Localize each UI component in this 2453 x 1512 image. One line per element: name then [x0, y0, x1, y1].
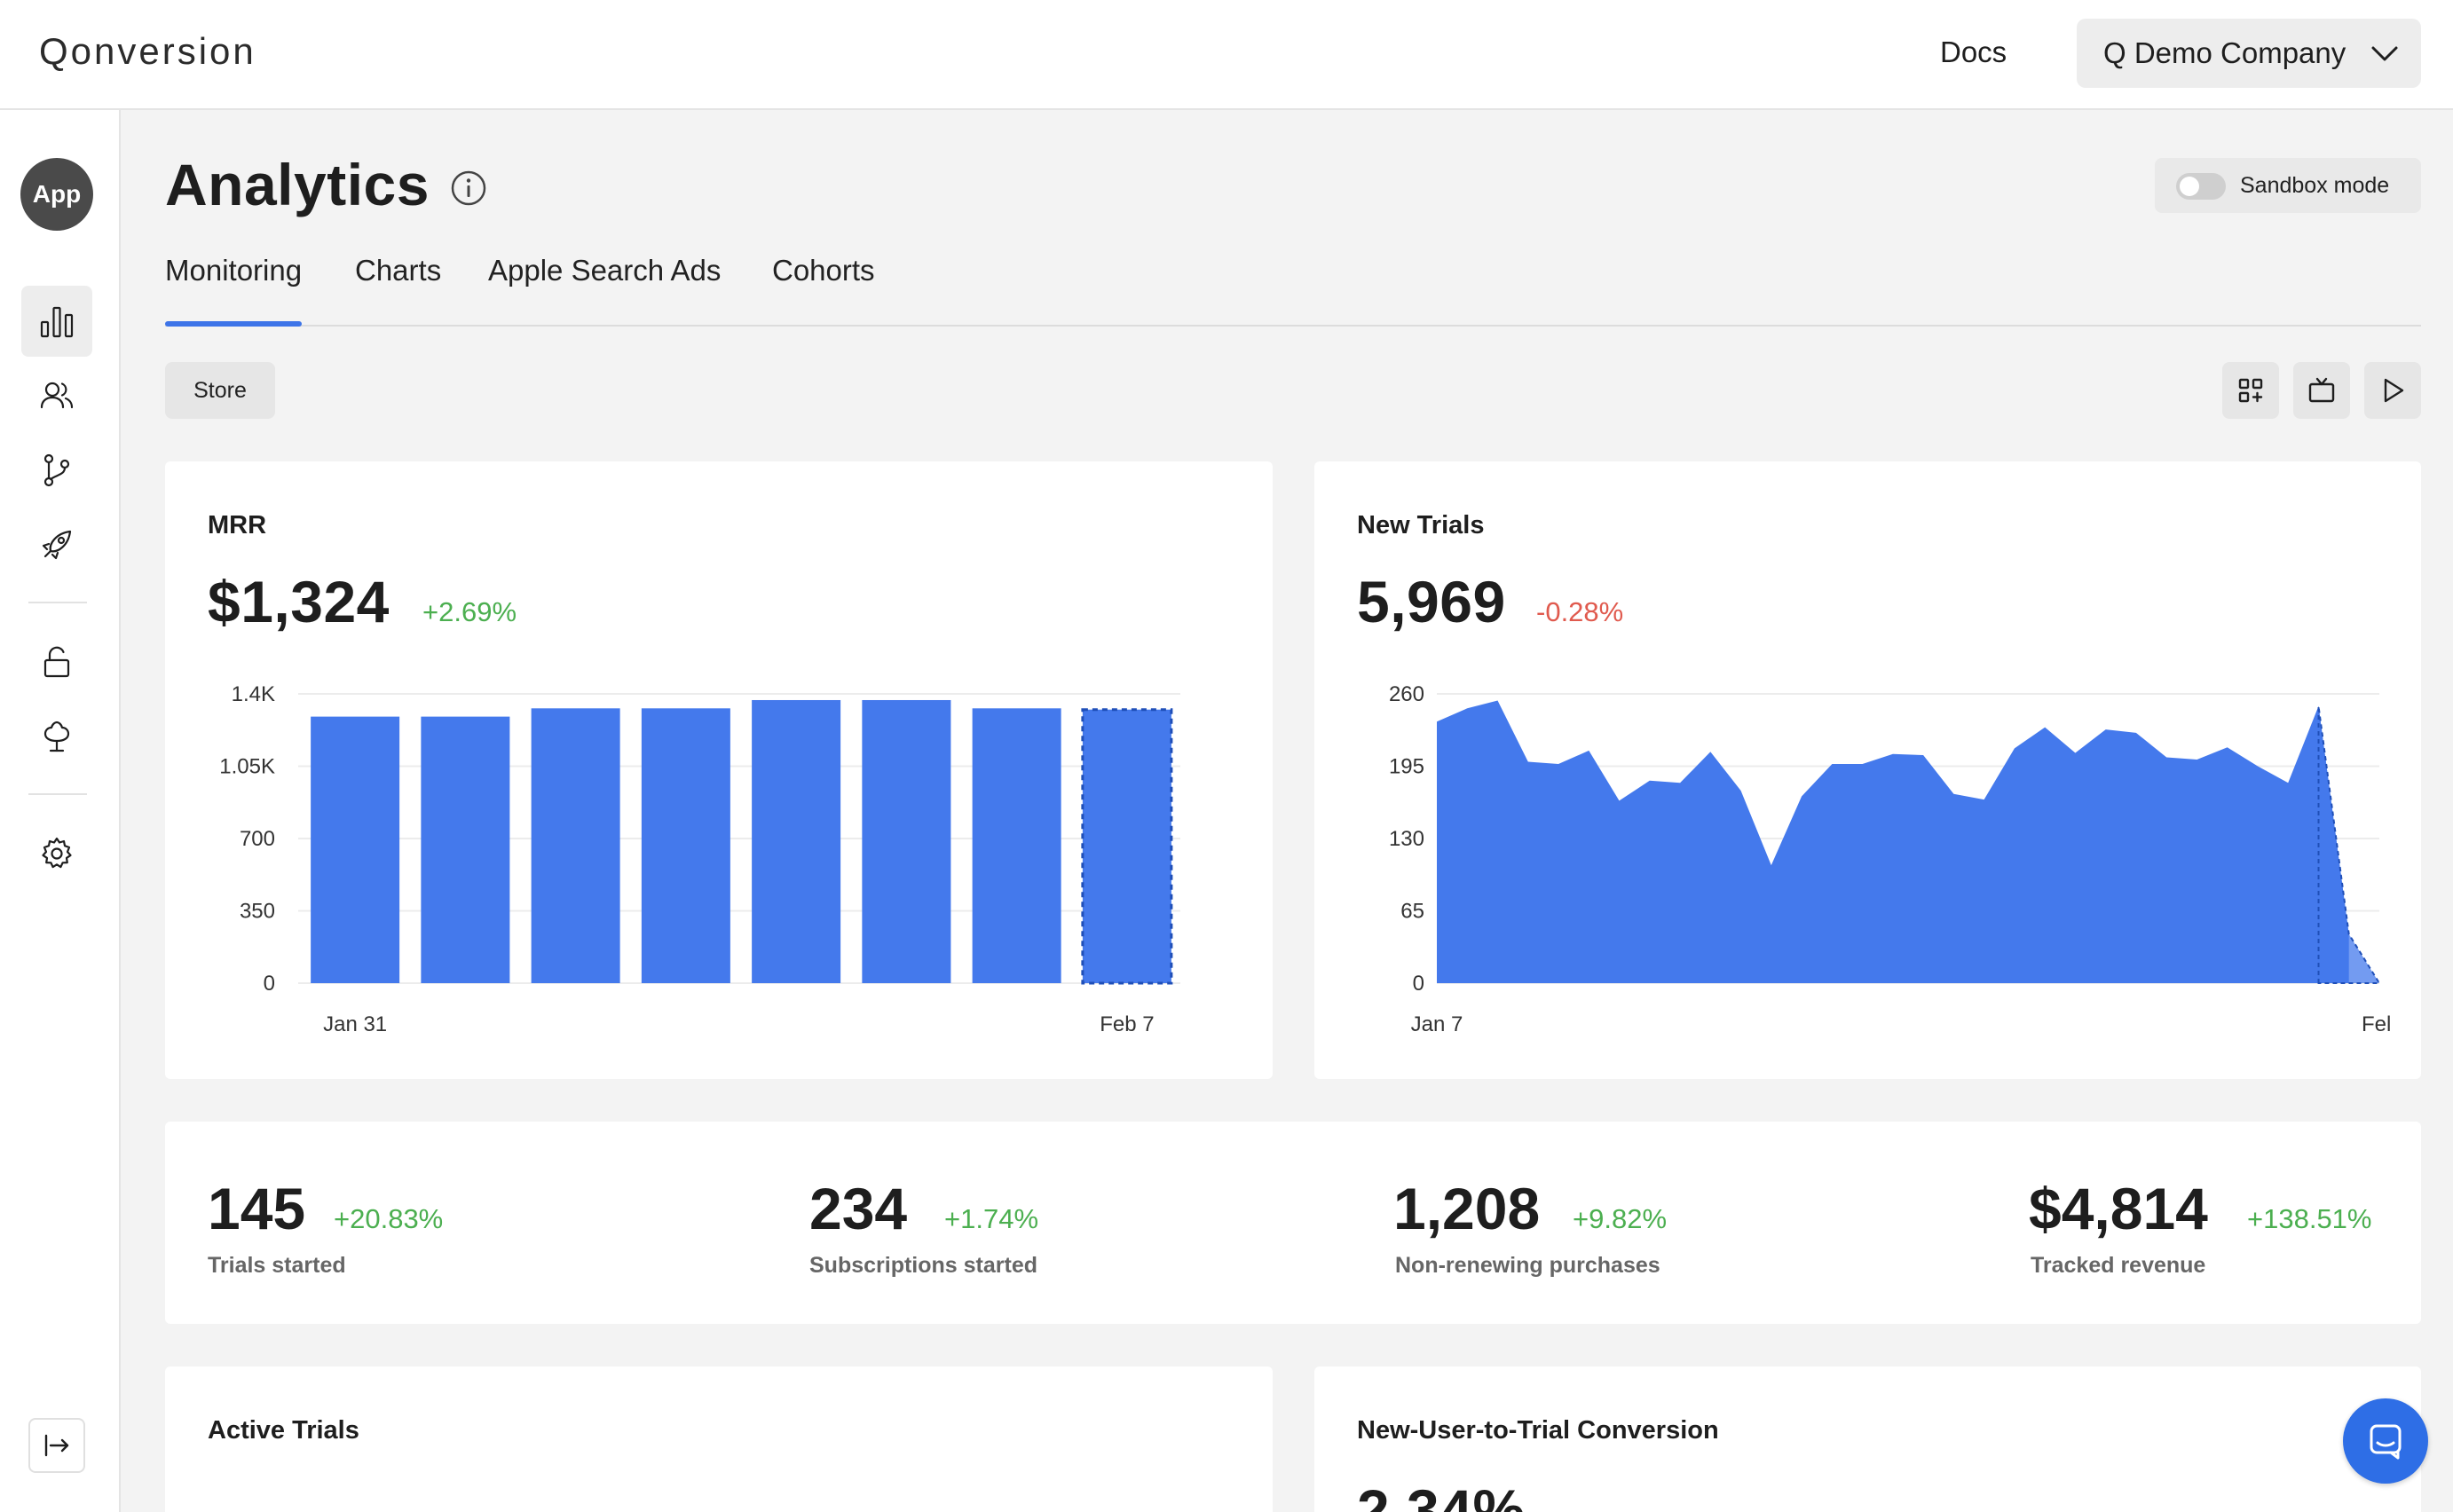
kpi-value: 234 — [809, 1176, 908, 1241]
git-branch-icon — [43, 453, 70, 487]
tree-icon — [43, 721, 70, 752]
sidebar-item-analytics[interactable] — [21, 286, 92, 357]
mrr-bar — [641, 708, 730, 983]
mrr-card: MRR $1,324 +2.69% 0 350 700 1.05K 1.4K Jan 31… — [165, 461, 1273, 1079]
metric-value: $1,324 — [208, 569, 390, 634]
sandbox-mode-toggle[interactable]: Sandbox mode — [2155, 158, 2421, 213]
mrr-bar — [311, 716, 400, 983]
sidebar-item-settings[interactable] — [21, 818, 92, 889]
x-tick-label: Jan 7 — [1411, 1012, 1463, 1036]
sidebar-item-launch[interactable] — [21, 509, 92, 580]
users-icon — [40, 382, 74, 409]
mrr-bar — [752, 699, 841, 983]
gear-icon — [42, 837, 72, 869]
card-title: New-User-to-Trial Conversion — [1357, 1416, 1719, 1445]
sidebar: App — [0, 110, 121, 1512]
metric-value: 2.34% — [1357, 1477, 1526, 1512]
kpi-value: 145 — [208, 1176, 306, 1241]
sandbox-mode-label: Sandbox mode — [2240, 173, 2390, 198]
tab-charts[interactable]: Charts — [355, 254, 442, 287]
y-tick-label: 700 — [240, 827, 275, 851]
unlock-icon — [43, 646, 70, 678]
play-button[interactable] — [2364, 362, 2421, 419]
sidebar-item-customers[interactable] — [21, 360, 92, 431]
rocket-icon — [42, 530, 72, 560]
kpi-label: Non-renewing purchases — [1395, 1253, 1660, 1278]
conversion-card: New-User-to-Trial Conversion 2.34% — [1314, 1366, 2421, 1512]
kpi-delta: +9.82% — [1573, 1203, 1668, 1234]
x-tick-label: Jan 31 — [323, 1012, 387, 1036]
active-trials-card: Active Trials — [165, 1366, 1273, 1512]
card-title: New Trials — [1357, 511, 1485, 539]
y-tick-label: 1.4K — [232, 682, 275, 706]
toggle-switch[interactable] — [2176, 173, 2226, 200]
new-trials-area-chart[interactable]: 0 65 130 195 260 Jan 7 Fel — [1314, 461, 2421, 1079]
y-tick-label: 130 — [1389, 827, 1424, 851]
app-logo[interactable]: Qonversion — [39, 30, 256, 72]
kpi-label: Trials started — [208, 1253, 346, 1278]
trials-area-partial — [2317, 705, 2381, 984]
app-avatar[interactable]: App — [20, 158, 93, 231]
tv-mode-button[interactable] — [2293, 362, 2350, 419]
expand-arrow-icon — [44, 1434, 69, 1457]
docs-link[interactable]: Docs — [1940, 35, 2007, 68]
sidebar-item-products[interactable] — [21, 701, 92, 772]
mrr-bar — [1081, 708, 1173, 985]
new-trials-card: New Trials 5,969 -0.28% 0 65 130 195 260 Jan … — [1314, 461, 2421, 1079]
sidebar-divider — [28, 793, 87, 795]
store-filter-button[interactable]: Store — [165, 362, 275, 419]
widget-add-icon — [2238, 378, 2263, 403]
y-tick-label: 0 — [264, 972, 275, 996]
y-tick-label: 195 — [1389, 755, 1424, 779]
metric-delta: +2.69% — [422, 596, 517, 627]
tab-monitoring[interactable]: Monitoring — [165, 254, 303, 327]
y-tick-label: 350 — [240, 900, 275, 924]
y-tick-label: 260 — [1389, 682, 1424, 706]
chat-icon — [2370, 1424, 2402, 1460]
info-icon[interactable] — [449, 169, 488, 208]
tab-cohorts[interactable]: Cohorts — [772, 254, 875, 287]
mrr-bar — [531, 708, 620, 983]
card-title: MRR — [208, 511, 267, 539]
company-selector[interactable]: Q Demo Company — [2077, 19, 2421, 88]
top-bar: Qonversion Docs Q Demo Company — [0, 0, 2453, 110]
mrr-bar — [421, 716, 510, 983]
kpi-delta: +20.83% — [334, 1203, 444, 1234]
trials-area — [1437, 700, 2349, 983]
x-tick-label: Feb 7 — [1100, 1012, 1154, 1036]
kpi-delta: +138.51% — [2247, 1203, 2372, 1234]
metric-value: 5,969 — [1357, 569, 1506, 634]
chevron-down-icon — [2371, 46, 2398, 61]
chat-support-button[interactable] — [2343, 1398, 2428, 1484]
mrr-bar-chart[interactable]: 0 350 700 1.05K 1.4K Jan 31 Feb 7 — [165, 461, 1273, 1079]
y-tick-label: 1.05K — [219, 755, 275, 779]
tv-icon — [2308, 377, 2335, 403]
tab-bar: Monitoring Charts Apple Search Ads Cohor… — [165, 254, 2421, 327]
sidebar-divider — [28, 602, 87, 603]
page-title: Analytics — [165, 152, 430, 217]
kpi-delta: +1.74% — [944, 1203, 1039, 1234]
bar-chart-icon — [40, 306, 74, 338]
collapse-sidebar-button[interactable] — [28, 1418, 85, 1473]
sidebar-item-integrations[interactable] — [21, 435, 92, 506]
kpi-value: $4,814 — [2029, 1176, 2208, 1241]
kpi-summary-card: 145 +20.83% Trials started 234 +1.74% Su… — [165, 1122, 2421, 1324]
add-widget-button[interactable] — [2222, 362, 2279, 419]
tab-apple-search-ads[interactable]: Apple Search Ads — [488, 254, 722, 287]
card-title: Active Trials — [208, 1416, 359, 1445]
metric-delta: -0.28% — [1536, 596, 1624, 627]
y-tick-label: 0 — [1413, 972, 1424, 996]
y-tick-label: 65 — [1400, 900, 1424, 924]
mrr-bar — [972, 708, 1061, 983]
kpi-label: Tracked revenue — [2031, 1253, 2206, 1278]
mrr-bar — [862, 699, 951, 983]
company-label: Q Demo Company — [2103, 36, 2347, 69]
sidebar-item-entitlements[interactable] — [21, 626, 92, 697]
kpi-label: Subscriptions started — [809, 1253, 1037, 1278]
x-tick-label: Fel — [2362, 1012, 2391, 1036]
play-icon — [2384, 378, 2404, 403]
kpi-value: 1,208 — [1393, 1176, 1541, 1241]
